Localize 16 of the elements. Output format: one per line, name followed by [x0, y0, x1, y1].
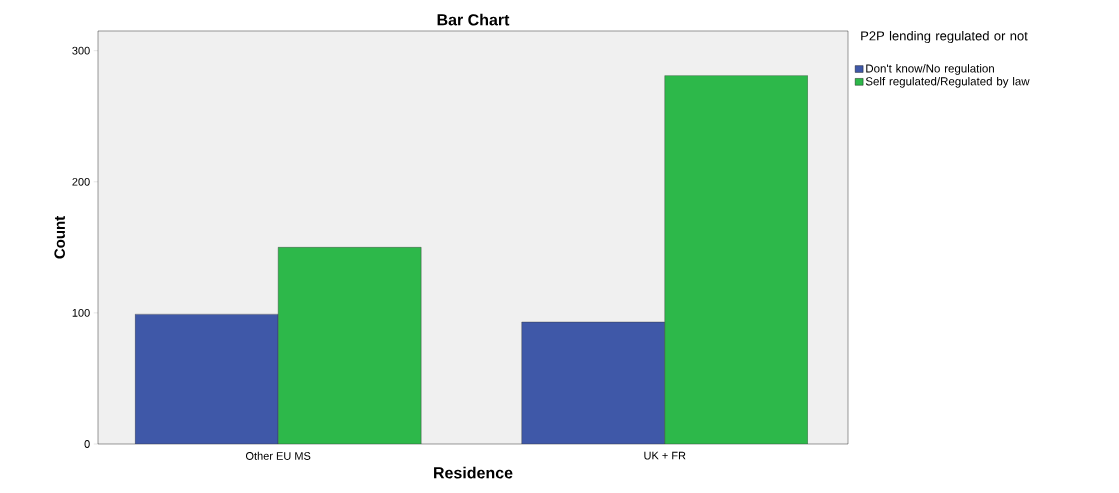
bar: [134, 314, 279, 444]
bar: [277, 247, 422, 444]
bar: [521, 321, 665, 444]
y-tick-label: 100: [72, 309, 90, 317]
legend-title: P2P lending regulated or not: [861, 30, 1028, 44]
x-axis-title: Residence: [434, 466, 513, 479]
y-tick-label: 0: [84, 440, 90, 448]
y-tick-label: 200: [72, 177, 90, 186]
bar: [664, 75, 808, 444]
x-tick-label: UK + FR: [644, 451, 686, 460]
chart-title: Bar Chart: [437, 13, 510, 26]
y-axis-title: Count: [54, 216, 65, 259]
y-tick-label: 300: [72, 46, 90, 55]
x-tick-label: Other EU MS: [245, 451, 311, 460]
legend-label: Don't know/No regulation: [866, 64, 994, 75]
legend-label: Self regulated/Regulated by law: [865, 76, 1030, 88]
